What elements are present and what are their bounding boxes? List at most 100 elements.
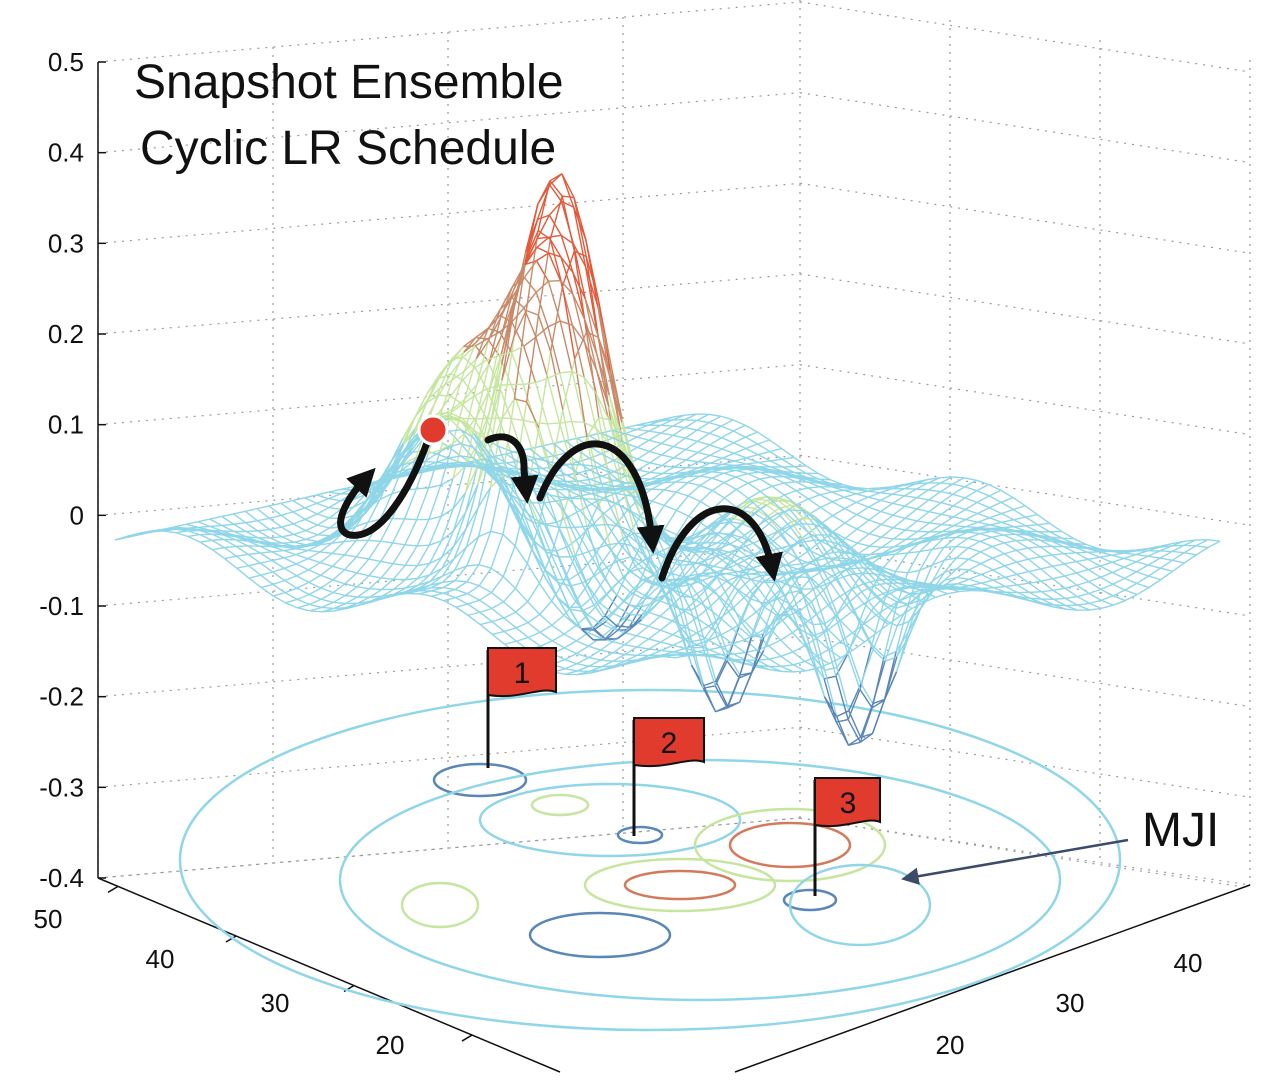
mesh-line <box>735 476 749 484</box>
mesh-line <box>798 590 813 603</box>
mesh-line <box>271 551 285 559</box>
mesh-line <box>482 458 495 465</box>
mesh-line <box>904 495 917 499</box>
mesh-line <box>568 607 582 630</box>
mesh-line <box>571 420 584 424</box>
mesh-line <box>308 581 322 589</box>
mesh-line <box>745 447 759 456</box>
mesh-line <box>636 439 650 449</box>
mesh-line <box>1099 556 1113 563</box>
mesh-line <box>578 480 591 487</box>
mesh-line <box>732 628 746 641</box>
mesh-line <box>969 588 983 592</box>
mesh-line <box>224 555 237 560</box>
mesh-line <box>462 395 476 405</box>
mesh-line <box>1063 542 1076 549</box>
mesh-line <box>1041 598 1055 606</box>
mesh-line <box>766 499 780 509</box>
mesh-line <box>810 601 825 632</box>
mesh-line <box>393 579 406 590</box>
mesh-line <box>295 548 308 552</box>
mesh-line <box>762 625 777 651</box>
mesh-line <box>649 649 662 657</box>
mesh-line <box>1024 505 1038 516</box>
mesh-line <box>856 519 870 530</box>
mesh-line <box>511 307 525 323</box>
mesh-line <box>673 459 687 468</box>
mesh-line <box>548 234 562 238</box>
mesh-line <box>992 565 1006 571</box>
mesh-line <box>1112 577 1125 585</box>
mesh-line <box>490 567 504 578</box>
mesh-line <box>489 379 503 428</box>
grid-line <box>97 454 801 516</box>
x-tick-mark <box>107 885 119 894</box>
mesh-line <box>283 553 297 559</box>
mesh-line <box>583 464 596 468</box>
mesh-line <box>1039 539 1053 548</box>
mesh-line <box>601 666 614 671</box>
mesh-line <box>594 544 608 550</box>
mesh-line <box>616 594 630 606</box>
mesh-line <box>614 485 627 488</box>
mesh-line <box>591 492 604 499</box>
mesh-line <box>114 535 128 541</box>
mesh-line <box>929 523 943 533</box>
mesh-line <box>651 481 664 486</box>
mesh-line <box>1040 591 1054 600</box>
mesh-line <box>470 461 483 466</box>
mesh-line <box>281 523 294 528</box>
mesh-line <box>453 528 467 559</box>
mesh-line <box>619 504 633 532</box>
mesh-line <box>660 419 673 422</box>
mesh-line <box>968 562 982 571</box>
mesh-line <box>548 214 562 236</box>
mesh-line <box>908 599 922 622</box>
mesh-line <box>660 644 674 652</box>
mesh-line <box>721 448 735 454</box>
mesh-line <box>976 479 989 486</box>
mesh-line <box>810 565 823 570</box>
mesh-line <box>460 455 473 459</box>
mesh-line <box>280 511 294 517</box>
mesh-line <box>1146 545 1160 550</box>
mesh-line <box>1051 554 1065 565</box>
mesh-line <box>1100 571 1113 578</box>
mesh-line <box>595 465 609 473</box>
mesh-line <box>687 495 701 503</box>
mesh-line <box>814 516 828 528</box>
mesh-line <box>1014 529 1027 534</box>
mesh-line <box>906 542 919 548</box>
grid-line <box>799 182 1251 254</box>
mesh-line <box>916 489 929 499</box>
mesh-line <box>574 473 588 528</box>
mesh-line <box>1088 588 1102 595</box>
mesh-line <box>428 516 442 546</box>
mesh-line <box>795 490 809 500</box>
mesh-line <box>931 546 945 566</box>
mesh-line <box>588 637 601 647</box>
mesh-line <box>478 531 492 565</box>
mesh-line <box>527 582 541 603</box>
mesh-line <box>527 601 541 615</box>
mesh-line <box>647 611 661 617</box>
mesh-line <box>756 645 770 651</box>
mesh-line <box>672 425 686 429</box>
mesh-line <box>1052 578 1066 589</box>
mesh-line <box>743 555 757 572</box>
mesh-line <box>944 557 957 561</box>
mesh-line <box>331 541 345 554</box>
mesh-line <box>630 567 644 573</box>
mesh-line <box>451 371 465 410</box>
mesh-line <box>572 243 587 267</box>
mesh-line <box>870 554 883 560</box>
mesh-line <box>572 243 586 299</box>
mesh-line <box>1076 558 1089 563</box>
mesh-line <box>353 500 366 516</box>
mesh-line <box>531 502 546 525</box>
mesh-line <box>328 506 342 510</box>
mesh-line <box>1051 545 1065 555</box>
mesh-line <box>601 465 615 473</box>
mesh-line <box>706 531 720 535</box>
mesh-line <box>185 521 199 526</box>
